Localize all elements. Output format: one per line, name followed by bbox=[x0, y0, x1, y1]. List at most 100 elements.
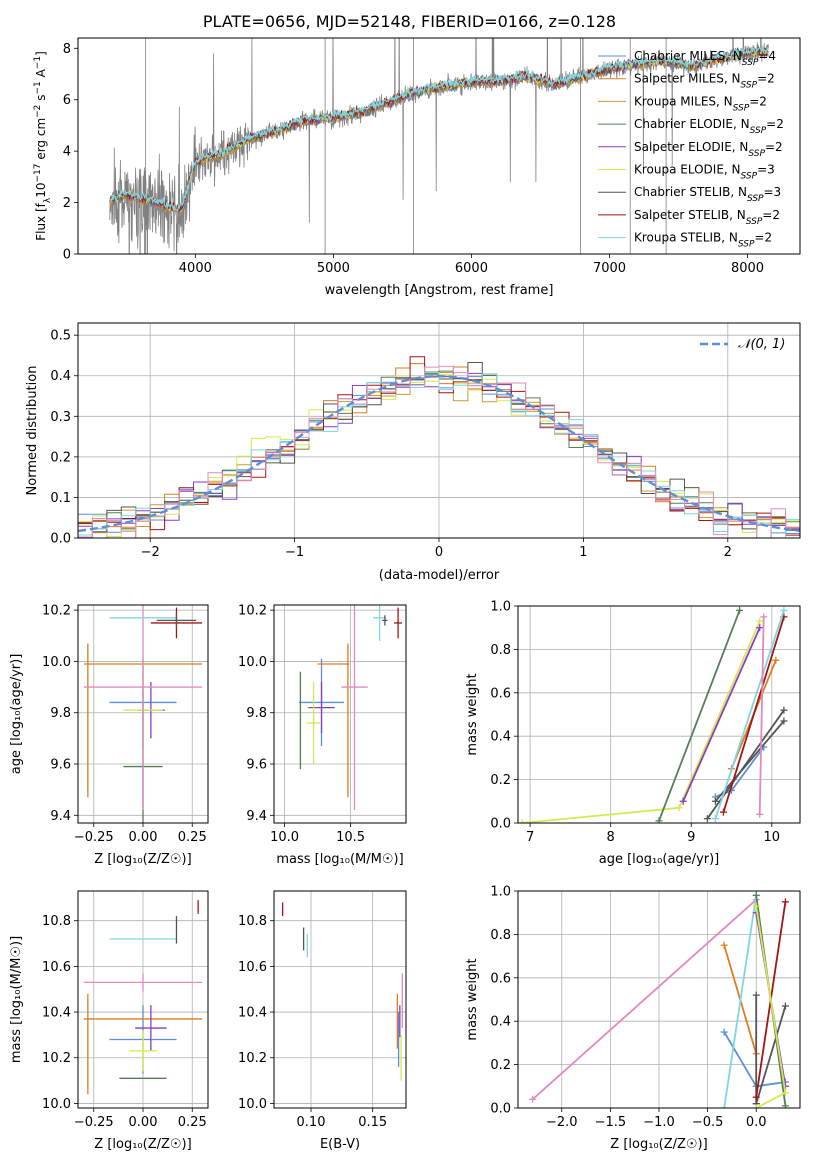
y-tick-label: 0.6 bbox=[490, 686, 511, 701]
axes-residuals: −2 −1 0 1 2 0.0 0.1 0.2 0.3 0.4 0.5 bbox=[50, 323, 800, 560]
y-tick-label: 9.6 bbox=[50, 758, 71, 773]
x-axis-label: mass [log₁₀(M/M☉)] bbox=[276, 852, 403, 867]
x-tick-label: 4000 bbox=[179, 261, 212, 276]
x-tick-label: 5000 bbox=[317, 261, 350, 276]
x-axis-label: wavelength [Angstrom, rest frame] bbox=[325, 283, 554, 298]
legend-entry: Salpeter STELIB, NSSP=2 bbox=[634, 208, 780, 227]
x-tick-label: 7000 bbox=[593, 261, 626, 276]
y-tick-label: 10.8 bbox=[238, 914, 267, 929]
weight-marker bbox=[711, 815, 719, 823]
x-tick-label: 0.10 bbox=[297, 1115, 326, 1130]
y-tick-label: 0.2 bbox=[490, 1058, 511, 1073]
x-tick-label: 0.0 bbox=[746, 1115, 767, 1130]
weight-marker bbox=[756, 624, 764, 632]
x-tick-label: −2 bbox=[141, 545, 160, 560]
weight-marker bbox=[756, 810, 764, 818]
y-tick-label: 10.4 bbox=[42, 1006, 71, 1021]
legend-entry: Chabrier MILES, NSSP=4 bbox=[634, 49, 776, 68]
y-tick-label: 10.6 bbox=[42, 960, 71, 975]
weight-marker bbox=[781, 1002, 789, 1010]
weight-marker bbox=[655, 817, 663, 823]
y-tick-label: 0 bbox=[63, 248, 71, 263]
weight-marker bbox=[719, 808, 727, 816]
y-tick-label: 9.4 bbox=[50, 809, 71, 824]
legend-entry: 𝒩(0, 1) bbox=[738, 337, 785, 352]
y-tick-label: 0.4 bbox=[490, 730, 511, 745]
y-tick-label: 10.2 bbox=[238, 1051, 267, 1066]
y-tick-label: 10.2 bbox=[42, 604, 71, 619]
axes-frame bbox=[273, 890, 407, 1109]
x-axis-label: (data-model)/error bbox=[379, 568, 500, 583]
error-point bbox=[382, 615, 388, 626]
weight-line-salpeter_elodie bbox=[682, 627, 761, 802]
y-tick-label: 0.6 bbox=[490, 971, 511, 986]
x-tick-label: 9 bbox=[687, 830, 695, 845]
x-tick-label: −1.5 bbox=[595, 1115, 627, 1130]
x-tick-label: 0.00 bbox=[129, 830, 158, 845]
weight-marker bbox=[518, 819, 526, 823]
x-tick-label: −0.5 bbox=[692, 1115, 724, 1130]
x-tick-label: 7 bbox=[526, 830, 534, 845]
weight-line-chabrier_stelib bbox=[755, 1005, 787, 1104]
weight-marker bbox=[675, 804, 683, 812]
y-tick-label: 10.4 bbox=[238, 1006, 267, 1021]
axes-frame bbox=[77, 322, 801, 539]
weight-marker bbox=[780, 717, 788, 725]
x-tick-label: 10.0 bbox=[270, 830, 299, 845]
axes-mass_vs_Z: −0.25 0.00 0.25 10.0 10.2 10.4 10.6 10.8 bbox=[42, 891, 208, 1130]
y-tick-label: 9.6 bbox=[246, 758, 267, 773]
y-tick-label: 8 bbox=[63, 42, 71, 57]
x-tick-label: 6000 bbox=[455, 261, 488, 276]
legend-entry: Chabrier STELIB, NSSP=3 bbox=[634, 185, 781, 204]
weight-marker bbox=[752, 1104, 760, 1108]
y-tick-label: 10.2 bbox=[238, 604, 267, 619]
weight-line-pink bbox=[758, 616, 765, 815]
weight-line-chabrier_stelib bbox=[714, 720, 785, 802]
x-tick-label: 0 bbox=[435, 545, 443, 560]
x-tick-label: −0.25 bbox=[74, 1115, 114, 1130]
error-point bbox=[373, 605, 387, 641]
mass_weight_vs_age-chart: 7 8 9 10 0.0 0.2 0.4 0.6 0.8 1.0 age [log₁₀(age/yr… bbox=[465, 600, 801, 867]
y-axis-label: mass weight bbox=[465, 673, 480, 755]
spectrum-legend: Chabrier MILES, NSSP=4 Salpeter MILES, NS… bbox=[598, 49, 784, 250]
weight-marker bbox=[736, 606, 744, 614]
y-tick-label: 0.4 bbox=[50, 369, 71, 384]
y-tick-label: 0.8 bbox=[490, 928, 511, 943]
legend-entry: Salpeter MILES, NSSP=2 bbox=[634, 72, 775, 91]
weight-marker bbox=[756, 617, 764, 625]
y-tick-label: 2 bbox=[63, 196, 71, 211]
y-tick-label: 0.1 bbox=[50, 491, 71, 506]
y-tick-label: 6 bbox=[63, 93, 71, 108]
y-tick-label: 0.3 bbox=[50, 410, 71, 425]
axes-frame bbox=[77, 37, 801, 255]
y-axis-label: Flux [fλ10−17 erg cm−2 s−1 A−1] bbox=[33, 51, 53, 241]
weight-marker bbox=[720, 941, 728, 949]
y-tick-label: 1.0 bbox=[490, 885, 511, 900]
weight-line-salpeter_stelib bbox=[722, 616, 785, 813]
legend-entry: Salpeter ELODIE, NSSP=2 bbox=[634, 140, 783, 159]
axes-frame bbox=[77, 604, 209, 824]
y-tick-label: 9.8 bbox=[246, 706, 267, 721]
weight-line-kroupa_stelib bbox=[723, 895, 758, 1108]
legend-entry: Kroupa ELODIE, NSSP=3 bbox=[634, 163, 775, 182]
y-tick-label: 0.0 bbox=[50, 532, 71, 547]
weight-marker bbox=[752, 1093, 760, 1101]
figure-title: PLATE=0656, MJD=52148, FIBERID=0166, z=0… bbox=[202, 12, 617, 31]
weight-marker bbox=[679, 797, 687, 805]
x-axis-label: Z [log₁₀(Z/Z☉)] bbox=[94, 852, 191, 867]
age_vs_mass-chart: 10.0 10.5 9.4 9.6 9.8 10.0 10.2 mass [log₁₀(M/M… bbox=[238, 604, 407, 867]
y-tick-label: 0.5 bbox=[50, 329, 71, 344]
weight-marker bbox=[752, 902, 760, 910]
y-axis-label: Normed distribution bbox=[25, 366, 40, 496]
y-tick-label: 0.0 bbox=[490, 817, 511, 832]
weight-marker bbox=[711, 797, 719, 805]
error-point bbox=[135, 1005, 167, 1051]
weight-line-pink bbox=[532, 899, 757, 1100]
error-point bbox=[129, 1030, 157, 1072]
residual-histogram-kroupa_stelib bbox=[78, 372, 800, 538]
error-point bbox=[156, 612, 197, 629]
y-tick-label: 4 bbox=[63, 145, 71, 160]
y-tick-label: 10.0 bbox=[42, 655, 71, 670]
model-spectrum-kroupa_stelib bbox=[109, 46, 769, 212]
